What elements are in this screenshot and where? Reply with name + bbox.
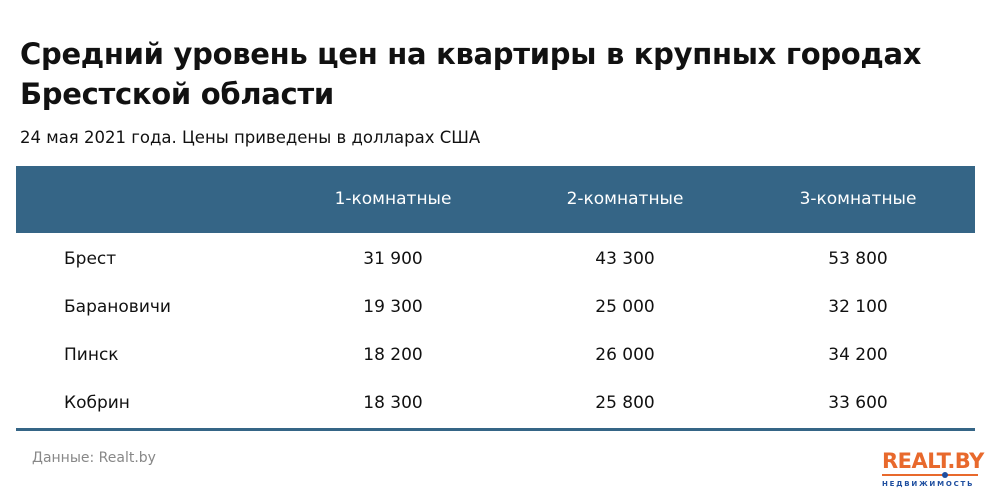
table-bottom-border <box>16 428 975 431</box>
column-header-2-room: 2-комнатные <box>566 189 684 209</box>
city-name: Кобрин <box>64 393 130 413</box>
table-row: Пинск 18 200 26 000 34 200 <box>16 331 975 379</box>
table-row: Барановичи 19 300 25 000 32 100 <box>16 283 975 331</box>
price-cell: 25 800 <box>595 393 655 413</box>
price-cell: 53 800 <box>828 249 888 269</box>
realt-by-logo: REALT.BY НЕДВИЖИМОСТЬ <box>882 449 984 488</box>
source-note: Данные: Realt.by <box>32 450 156 466</box>
price-cell: 25 000 <box>595 297 655 317</box>
table-row: Кобрин 18 300 25 800 33 600 <box>16 379 975 427</box>
price-cell: 18 200 <box>363 345 423 365</box>
column-header-1-room: 1-комнатные <box>334 189 452 209</box>
page-title: Средний уровень цен на квартиры в крупны… <box>20 37 922 111</box>
column-header-3-room: 3-комнатные <box>799 189 917 209</box>
table-header: 1-комнатные 2-комнатные 3-комнатные <box>16 166 975 233</box>
price-cell: 31 900 <box>363 249 423 269</box>
price-cell: 43 300 <box>595 249 655 269</box>
price-cell: 26 000 <box>595 345 655 365</box>
city-name: Брест <box>64 249 117 269</box>
price-cell: 34 200 <box>828 345 888 365</box>
price-cell: 33 600 <box>828 393 888 413</box>
price-cell: 19 300 <box>363 297 423 317</box>
subtitle: 24 мая 2021 года. Цены приведены в долла… <box>20 128 481 147</box>
table-row: Брест 31 900 43 300 53 800 <box>16 235 975 283</box>
city-name: Пинск <box>64 345 119 365</box>
price-cell: 32 100 <box>828 297 888 317</box>
price-cell: 18 300 <box>363 393 423 413</box>
city-name: Барановичи <box>64 297 171 317</box>
